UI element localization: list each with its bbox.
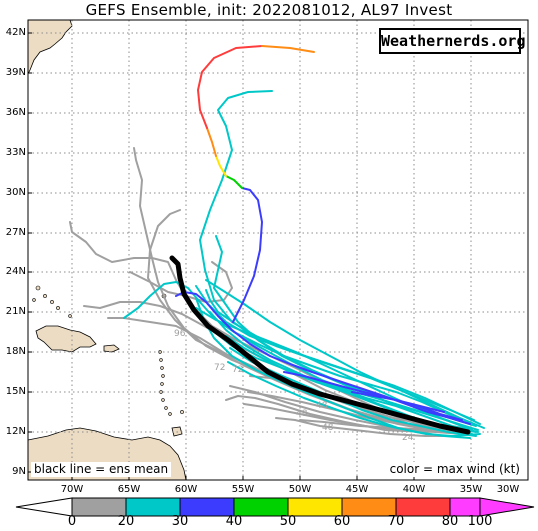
map-frame: [27, 19, 529, 481]
lat-label: 9N: [12, 466, 26, 477]
lat-label: 27N: [5, 227, 26, 238]
hour-label: 48: [322, 423, 334, 433]
colorbar-tick: 30: [171, 514, 189, 529]
lon-label: 45W: [345, 484, 369, 495]
colorbar-tick: 60: [333, 514, 351, 529]
lat-label: 15N: [5, 386, 26, 397]
lat-label: 42N: [5, 27, 26, 38]
ensemble-mean-track: [169, 255, 471, 435]
hour-label: 48: [296, 409, 308, 419]
forecast-hour-labels: 72 72 96 48 48 48 24: [174, 329, 414, 443]
lat-label: 36N: [5, 107, 26, 118]
lat-label: 18N: [5, 346, 26, 357]
ens-mean-legend: black line = ens mean: [31, 462, 172, 477]
lat-label: 30N: [5, 187, 26, 198]
hour-label: 96: [174, 329, 186, 339]
lat-label: 21N: [5, 306, 26, 317]
lon-label: 60W: [174, 484, 198, 495]
lon-label: 70W: [60, 484, 84, 495]
colorbar-tick: 40: [225, 514, 243, 529]
colorbar-tick: 50: [279, 514, 297, 529]
lat-label: 12N: [5, 426, 26, 437]
hour-label: 72: [214, 363, 225, 373]
lon-label: 30W: [496, 484, 520, 495]
colorbar: [15, 497, 535, 517]
lon-label: 50W: [288, 484, 312, 495]
lon-label: 55W: [231, 484, 255, 495]
max-wind-legend: color = max wind (kt): [386, 462, 523, 477]
hour-label: 72: [232, 365, 243, 375]
landmass-puerto-rico: [103, 344, 120, 353]
colorbar-tick: 70: [387, 514, 405, 529]
small-islands: [32, 285, 184, 416]
hour-label: 24: [402, 433, 414, 443]
ts-member-tracks: [123, 90, 485, 439]
strongest-member-track: [197, 45, 315, 189]
colorbar-tick: 80: [441, 514, 459, 529]
lon-label: 35W: [459, 484, 483, 495]
landmass-hispaniola: [35, 325, 97, 353]
cat1-member-tracks: [175, 187, 471, 425]
lat-label: 39N: [5, 67, 26, 78]
colorbar-tick: 20: [117, 514, 135, 529]
page-title: GEFS Ensemble, init: 2022081012, AL97 In…: [85, 1, 453, 19]
hour-label: 48: [316, 401, 328, 411]
colorbar-tick: 100: [467, 514, 493, 529]
colorbar-right-arrow: [479, 497, 535, 517]
colorbar-tick: 0: [67, 514, 77, 529]
lat-label: 24N: [5, 266, 26, 277]
lon-label: 40W: [402, 484, 426, 495]
lon-label: 65W: [117, 484, 141, 495]
brand-badge: Weathernerds.org: [379, 28, 526, 54]
lat-label: 33N: [5, 147, 26, 158]
